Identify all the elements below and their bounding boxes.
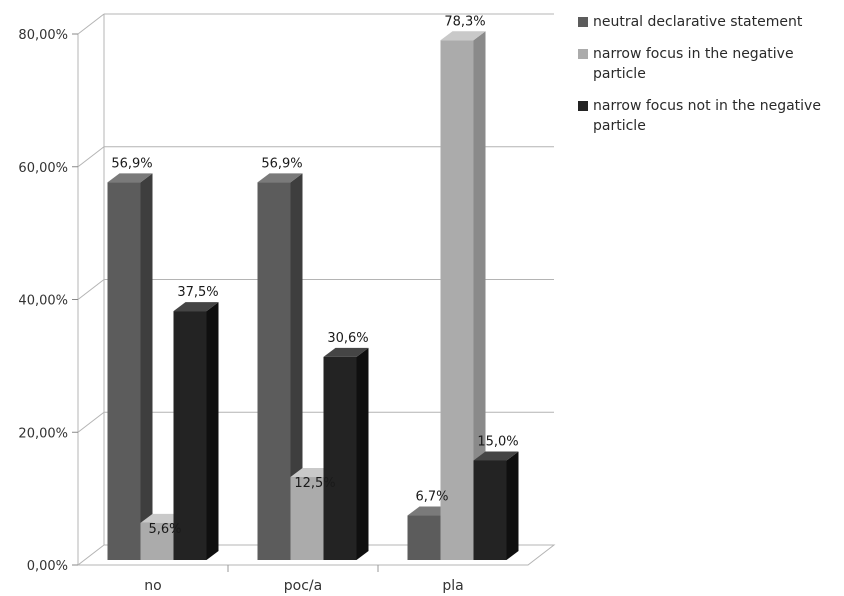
data-label: 5,6% <box>148 522 181 537</box>
bar-front <box>440 40 474 560</box>
bar-front <box>140 522 174 560</box>
bar-side <box>290 173 303 561</box>
bar-front <box>323 356 357 560</box>
x-axis: no poc/a pla <box>144 565 464 594</box>
data-label: 78,3% <box>444 14 485 29</box>
bar-front <box>107 182 141 561</box>
y-axis: 0,00% 20,00% 40,00% 60,00% 80,00% <box>18 28 78 574</box>
y-tick-label: 40,00% <box>18 294 68 309</box>
bar-top <box>257 173 303 183</box>
bar-side <box>506 451 519 560</box>
bar <box>257 173 303 561</box>
bar <box>473 451 519 560</box>
bar-side <box>206 302 219 560</box>
bar-top <box>473 451 519 461</box>
legend-swatch <box>578 49 588 59</box>
bars <box>107 31 519 561</box>
legend-item-narrow-focus-in: narrow focus in the negative particle <box>578 44 840 84</box>
bar-front <box>290 477 324 560</box>
bar <box>173 302 219 560</box>
bar-front <box>257 182 291 561</box>
data-label: 12,5% <box>294 476 335 491</box>
legend-swatch <box>578 101 588 111</box>
y-tick-label: 60,00% <box>18 161 68 176</box>
data-labels: 56,9% 5,6% 37,5% 56,9% 12,5% 30,6% 6,7% 78,3% 15… <box>111 14 518 537</box>
legend: neutral declarative statement narrow foc… <box>578 12 840 148</box>
bar-side <box>140 173 153 561</box>
bar-top <box>107 173 153 183</box>
legend-item-neutral: neutral declarative statement <box>578 12 840 32</box>
y-tick-label: 80,00% <box>18 28 68 43</box>
x-tick-label: no <box>144 578 161 594</box>
data-label: 15,0% <box>477 434 518 449</box>
bar <box>323 347 369 560</box>
bar <box>107 173 153 561</box>
legend-label: narrow focus not in the negative particl… <box>593 98 821 134</box>
y-tick-label: 20,00% <box>18 426 68 441</box>
data-label: 56,9% <box>111 156 152 171</box>
x-tick-label: poc/a <box>284 578 322 594</box>
data-label: 37,5% <box>177 285 218 300</box>
x-tick-label: pla <box>442 578 463 594</box>
bar-top <box>173 302 219 312</box>
legend-label: neutral declarative statement <box>593 14 803 30</box>
gridline-diagonal <box>77 279 105 300</box>
data-label: 56,9% <box>261 156 302 171</box>
bar <box>440 31 486 560</box>
bar-front <box>473 460 507 560</box>
legend-label: narrow focus in the negative particle <box>593 46 794 82</box>
legend-swatch <box>578 17 588 27</box>
bar-front <box>173 311 207 560</box>
bar-side <box>473 31 486 560</box>
y-tick-label: 0,00% <box>27 559 68 574</box>
gridline-diagonal <box>77 411 105 433</box>
gridline-diagonal <box>77 146 105 168</box>
bar-top <box>440 31 486 41</box>
bar-front <box>407 515 441 560</box>
data-label: 30,6% <box>327 331 368 346</box>
legend-item-narrow-focus-not-in: narrow focus not in the negative particl… <box>578 96 840 136</box>
gridline-diagonal <box>77 13 105 35</box>
bar-side <box>356 347 369 560</box>
data-label: 6,7% <box>415 490 448 505</box>
bar-top <box>323 347 369 357</box>
